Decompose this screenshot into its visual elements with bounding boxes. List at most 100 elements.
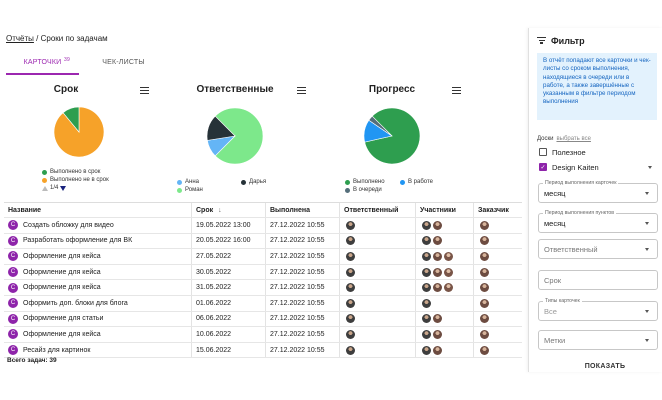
pie-slice-дарья[interactable] [206, 115, 236, 141]
task-name[interactable]: Оформление для кейса [23, 252, 101, 260]
task-name[interactable]: Оформить доп. блоки для блога [23, 299, 128, 307]
participant-avatar[interactable] [433, 345, 442, 355]
responsible-chart-menu-icon[interactable] [297, 87, 306, 94]
task-name-cell[interactable]: C Оформление для кейса [4, 327, 192, 342]
responsible-avatar[interactable] [346, 267, 355, 277]
task-name-cell[interactable]: C Оформление для кейса [4, 280, 192, 295]
responsible-avatar[interactable] [346, 283, 355, 293]
participant-avatar[interactable] [444, 251, 453, 261]
table-row[interactable]: C Оформление для кейса 10.06.2022 27.12.202… [4, 327, 522, 343]
card-types-select[interactable]: Типы карточек Все [538, 298, 658, 321]
participant-avatar[interactable] [444, 267, 453, 277]
participant-avatar[interactable] [433, 236, 442, 246]
checkbox-unchecked[interactable] [539, 148, 547, 156]
participant-avatar[interactable] [422, 267, 431, 277]
tags-select[interactable]: Метки [538, 330, 658, 350]
chevron-down-icon[interactable] [648, 165, 652, 169]
due-input[interactable]: Срок [538, 270, 658, 290]
customer-avatar[interactable] [480, 283, 489, 293]
pager-up-icon[interactable] [42, 185, 48, 191]
card-period-select[interactable]: Период выполнения карточек месяц [538, 180, 658, 203]
task-name-cell[interactable]: C Оформить доп. блоки для блога [4, 295, 192, 311]
tab-cards[interactable]: КАРТОЧКИ 39 [6, 56, 79, 75]
customer-avatar[interactable] [480, 236, 489, 246]
pie-slice-в-очереди[interactable] [368, 115, 393, 137]
task-name-cell[interactable]: C Ресайз для картинок [4, 342, 192, 358]
table-row[interactable]: C Оформление для статьи 06.06.2022 27.12.20… [4, 311, 522, 328]
column-header-done[interactable]: Выполнена [266, 203, 340, 217]
participant-avatar[interactable] [433, 267, 442, 277]
table-row[interactable]: C Ресайз для картинок 15.06.2022 27.12.2022… [4, 342, 522, 359]
responsible-avatar[interactable] [346, 236, 355, 246]
responsible-avatar[interactable] [346, 329, 355, 339]
task-name[interactable]: Оформление для статьи [23, 315, 104, 323]
task-name[interactable]: Ресайз для картинок [23, 346, 91, 354]
pie-slice-роман[interactable] [214, 107, 264, 165]
participant-avatar[interactable] [433, 283, 442, 293]
column-header-responsible[interactable]: Ответственный [340, 203, 416, 217]
task-name-cell[interactable]: C Оформление для кейса [4, 264, 192, 280]
participant-avatar[interactable] [433, 329, 442, 339]
task-name-cell[interactable]: C Оформление для статьи [4, 311, 192, 327]
board-checkbox-design-kaiten[interactable]: ✓ Design Kaiten [539, 162, 654, 172]
column-header-due-label: Срок [196, 206, 214, 214]
participant-avatar[interactable] [433, 251, 442, 261]
customer-avatar[interactable] [480, 298, 489, 308]
table-row[interactable]: C Оформление для кейса 27.05.2022 27.12.202… [4, 249, 522, 265]
column-header-participants[interactable]: Участники [416, 203, 474, 217]
customer-avatar[interactable] [480, 251, 489, 261]
task-name-cell[interactable]: C Создать обложку для видео [4, 218, 192, 233]
tab-checklists[interactable]: ЧЕК-ЛИСТЫ [87, 56, 160, 75]
responsible-avatar[interactable] [346, 298, 355, 308]
pie-slice-выполнено-в-срок[interactable] [62, 106, 80, 133]
show-button[interactable]: ПОКАЗАТЬ [584, 363, 626, 370]
customer-avatar[interactable] [480, 220, 489, 230]
participant-avatar[interactable] [422, 251, 431, 261]
responsible-avatar[interactable] [346, 251, 355, 261]
task-name[interactable]: Создать обложку для видео [23, 221, 114, 229]
due-chart-menu-icon[interactable] [140, 87, 149, 94]
customer-avatar[interactable] [480, 329, 489, 339]
participant-avatar[interactable] [444, 283, 453, 293]
task-name-cell[interactable]: C Оформление для кейса [4, 249, 192, 264]
participant-avatar[interactable] [422, 236, 431, 246]
customer-avatar[interactable] [480, 314, 489, 324]
responsible-avatar[interactable] [346, 314, 355, 324]
task-name[interactable]: Оформление для кейса [23, 284, 101, 292]
table-row[interactable]: C Разработать оформление для ВК 20.05.2022… [4, 233, 522, 250]
task-name[interactable]: Разработать оформление для ВК [23, 237, 133, 245]
participant-avatar[interactable] [433, 220, 442, 230]
responsible-select[interactable]: Ответственный [538, 239, 658, 259]
table-row[interactable]: C Оформление для кейса 30.05.2022 27.12.202… [4, 264, 522, 281]
progress-chart-menu-icon[interactable] [452, 87, 461, 94]
table-row[interactable]: C Создать обложку для видео 19.05.2022 13:… [4, 218, 522, 234]
legend-dot [345, 179, 350, 185]
task-name-cell[interactable]: C Разработать оформление для ВК [4, 233, 192, 249]
sort-down-icon[interactable]: ↓ [218, 206, 222, 214]
done-cell: 27.12.2022 10:55 [266, 218, 340, 233]
item-period-select[interactable]: Период выполнения пунктов месяц [538, 210, 658, 233]
customer-avatar[interactable] [480, 267, 489, 277]
table-row[interactable]: C Оформление для кейса 31.05.2022 27.12.202… [4, 280, 522, 296]
task-name[interactable]: Оформление для кейса [23, 268, 101, 276]
responsible-avatar[interactable] [346, 345, 355, 355]
table-row[interactable]: C Оформить доп. блоки для блога 01.06.2022… [4, 295, 522, 312]
participant-avatar[interactable] [422, 329, 431, 339]
responsible-avatar[interactable] [346, 220, 355, 230]
participant-avatar[interactable] [422, 298, 431, 308]
task-name[interactable]: Оформление для кейса [23, 330, 101, 338]
column-header-due[interactable]: Срок ↓ [192, 203, 266, 217]
customer-avatar[interactable] [480, 345, 489, 355]
select-all-link[interactable]: выбрать все [556, 136, 591, 142]
participant-avatar[interactable] [422, 220, 431, 230]
participant-avatar[interactable] [422, 345, 431, 355]
participant-avatar[interactable] [422, 283, 431, 293]
participant-avatar[interactable] [422, 314, 431, 324]
breadcrumb-reports-link[interactable]: Отчёты [6, 34, 34, 43]
participant-avatar[interactable] [433, 314, 442, 324]
column-header-name[interactable]: Название [4, 203, 192, 217]
column-header-customer[interactable]: Заказчик [478, 206, 509, 214]
checkbox-checked-icon[interactable]: ✓ [539, 163, 547, 171]
pager-down-icon[interactable] [60, 185, 67, 191]
board-checkbox-useful[interactable]: Полезное [539, 147, 654, 157]
